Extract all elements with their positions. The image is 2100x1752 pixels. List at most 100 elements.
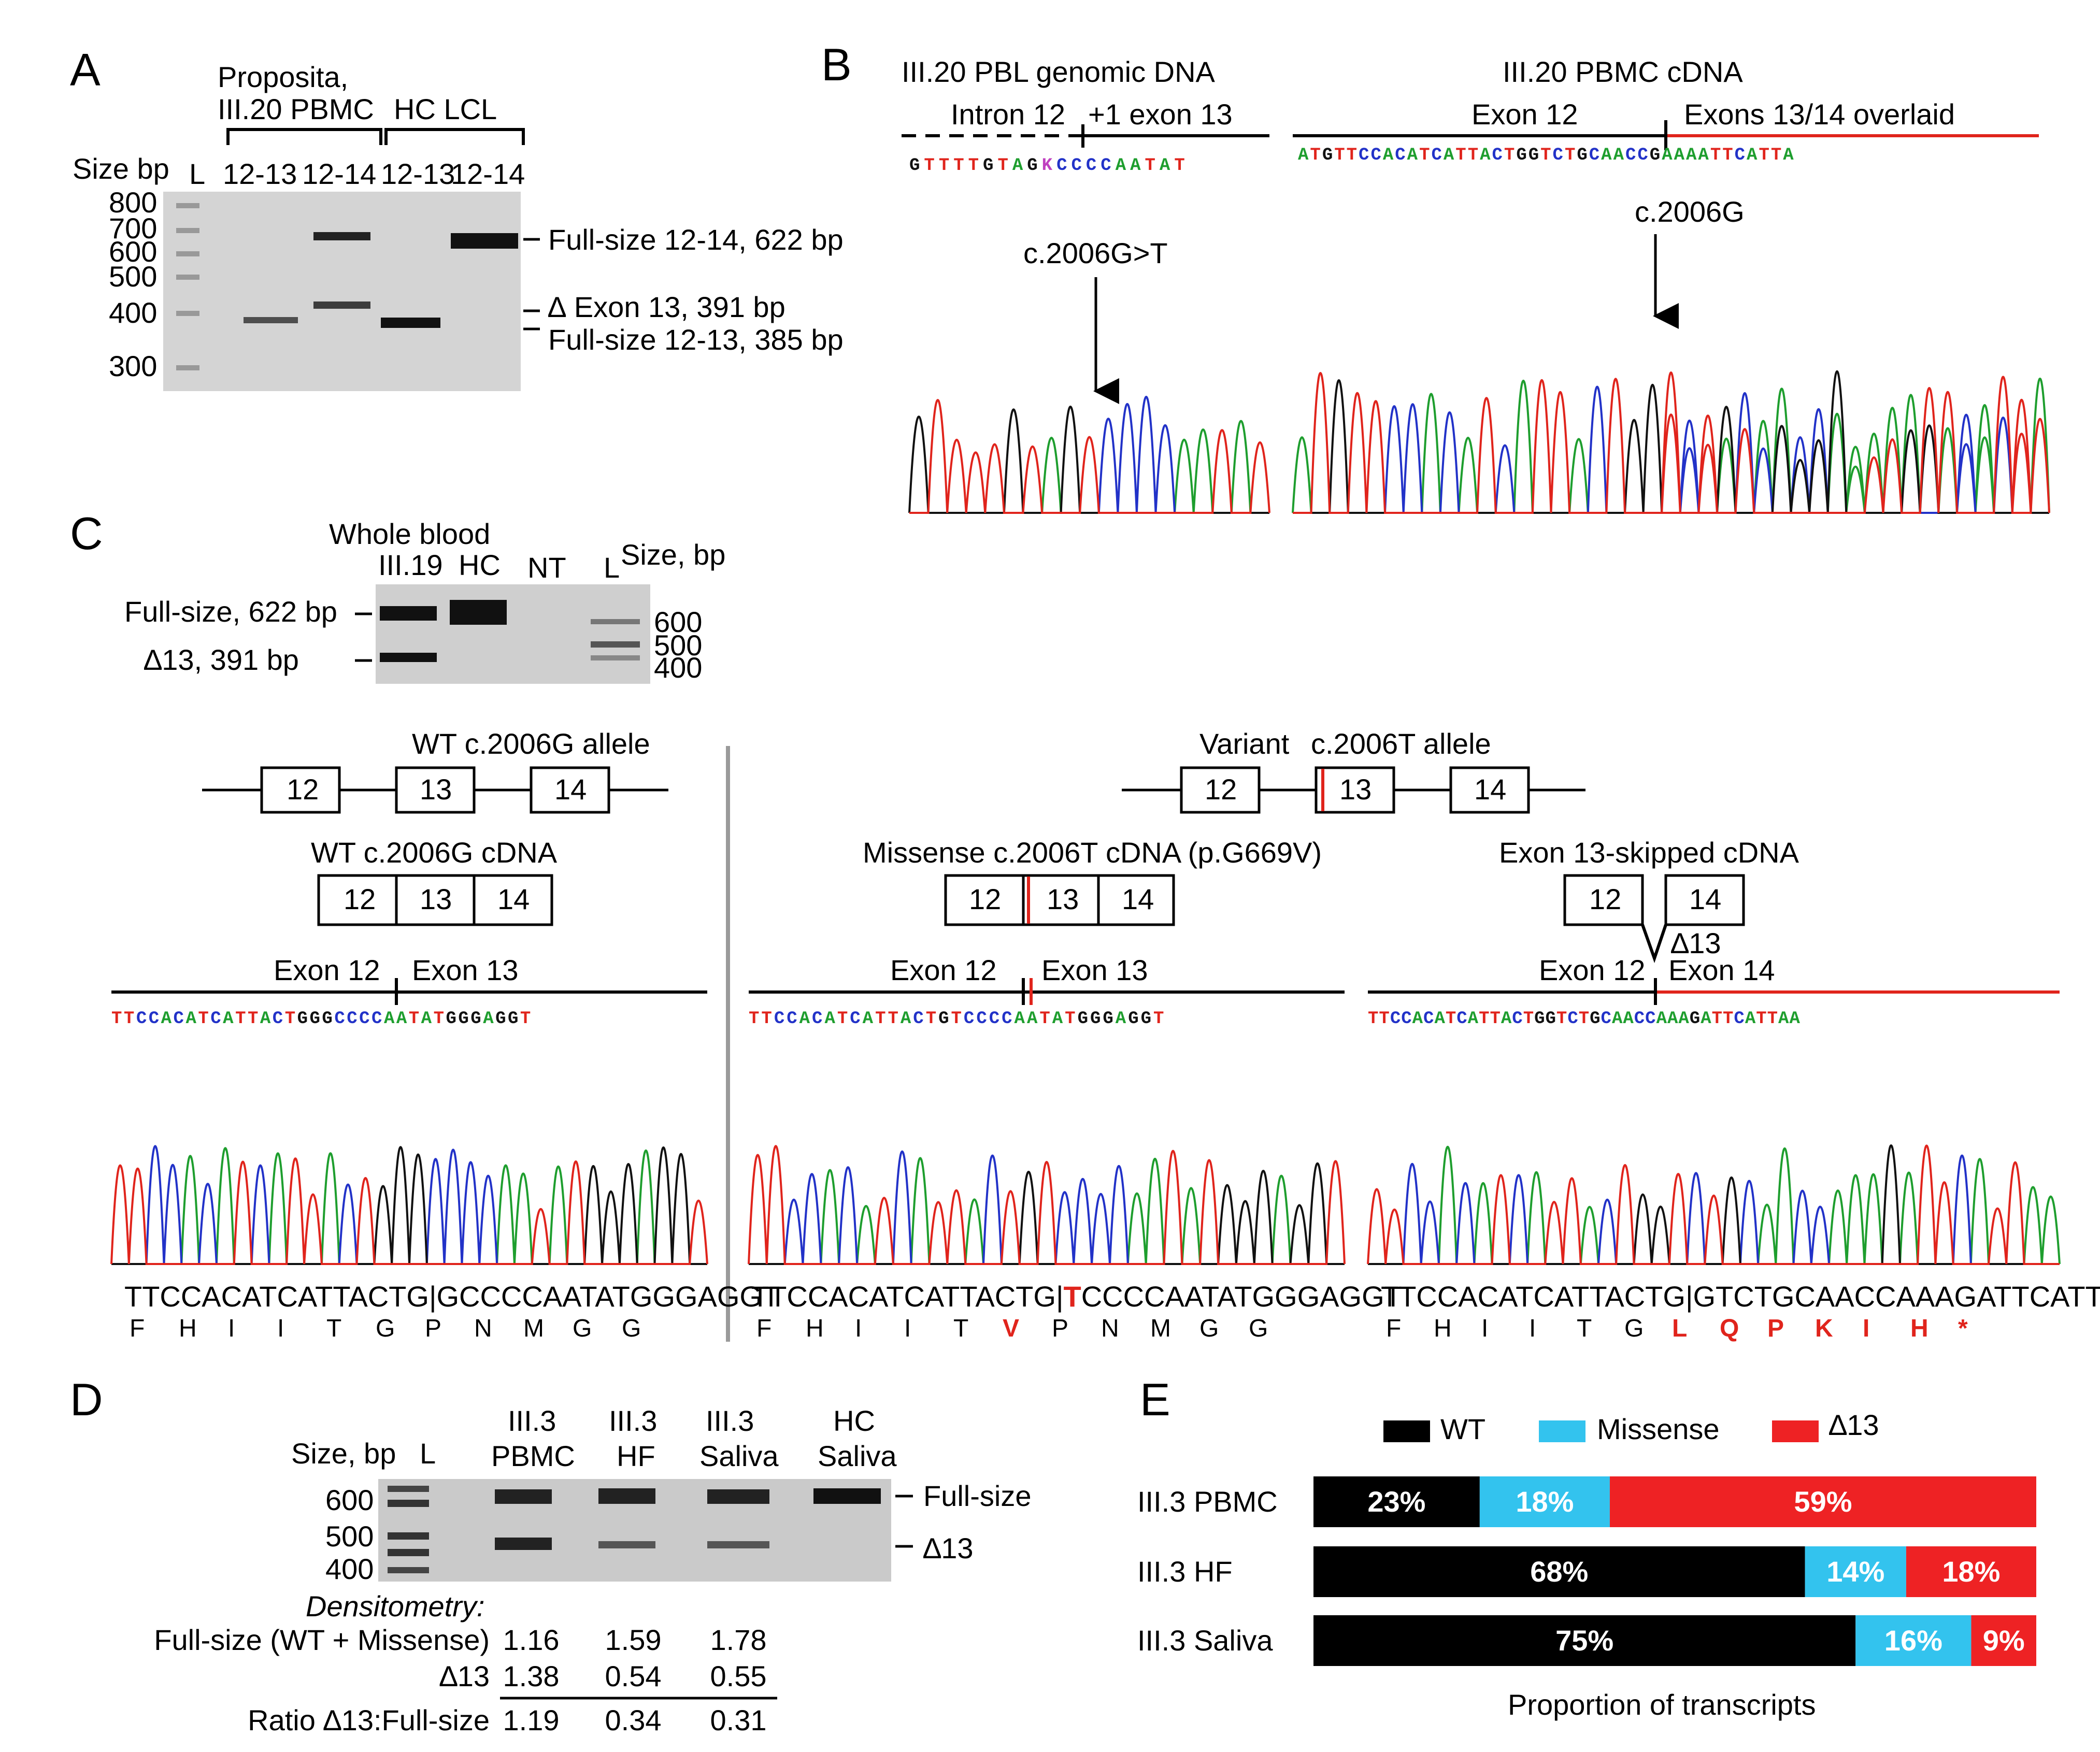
c3-exon12: Exon 12 [1539, 954, 1646, 986]
bracket-proposita [226, 128, 382, 145]
svg-text:12: 12 [1589, 883, 1621, 915]
base-call: T [953, 156, 968, 176]
panel-e: E WT Missense ∆13 III.3 PBMC 23% 18% 59%III… [1137, 1374, 2036, 1721]
lane-4: 12-14 [451, 157, 525, 190]
base-call: A [223, 1009, 235, 1029]
chromatogram-wt [110, 1145, 708, 1265]
group1b-label: III.20 PBMC [218, 93, 374, 125]
panel-letter-e: E [1140, 1374, 1170, 1425]
base-call: T [124, 1009, 136, 1029]
base-call: T [1710, 146, 1722, 165]
amino-acid: L [1672, 1315, 1687, 1342]
title-genomic: III.20 PBL genomic DNA [902, 55, 1216, 88]
base-call: T [749, 1009, 761, 1029]
base-call: A [185, 1009, 198, 1029]
c3-seq: TTCCACATCATTACTGGTCTGCAACCAAAGATTCATTAA [1368, 1009, 1801, 1029]
ladder-label: L [189, 157, 205, 190]
lane-d4a: HC [833, 1404, 875, 1437]
base-call: C [1431, 146, 1443, 165]
panel-c: C Whole blood III.19 HC NT L Size, bp Fu… [70, 508, 2100, 1342]
svg-text:13: 13 [1047, 883, 1079, 915]
annot-full-1214: Full-size 12-14, 622 bp [548, 223, 844, 256]
base-call: C [774, 1009, 787, 1029]
base-call: C [1359, 146, 1370, 165]
base-call: G [1322, 146, 1334, 165]
base-call: A [421, 1009, 434, 1029]
base-call: A [1601, 146, 1613, 165]
bar-value-label: 16% [1884, 1624, 1942, 1657]
amino-acid: H [806, 1315, 824, 1342]
base-call: A [1116, 1009, 1128, 1029]
base-call: T [1174, 156, 1189, 176]
base-call: G [1577, 146, 1589, 165]
base-call: G [1650, 146, 1662, 165]
base-call: T [1479, 1009, 1490, 1029]
trace-T [748, 1145, 1346, 1265]
base-call: T [1468, 146, 1480, 165]
trace-A [111, 1147, 707, 1265]
bar-value-label: 68% [1530, 1555, 1588, 1588]
svg-text:1.16: 1.16 [503, 1624, 560, 1656]
region-exon13: +1 exon 13 [1088, 98, 1233, 131]
base-call: C [1456, 1009, 1467, 1029]
amino-acid: G [573, 1315, 592, 1342]
c3-nt: TTCCACATCATTACTG|GTCTGCAACCAAAGATTCATTAA [1381, 1280, 2100, 1313]
amino-acid: M [1150, 1315, 1171, 1342]
bar-segment-Missense [1479, 1476, 1610, 1527]
base-call: T [520, 1009, 533, 1029]
base-call: C [1553, 146, 1565, 165]
base-call: A [1434, 1009, 1445, 1029]
base-call: C [913, 1009, 925, 1029]
base-call: T [1771, 146, 1783, 165]
base-call: A [1052, 1009, 1065, 1029]
size-header: Size bp [73, 152, 169, 185]
base-call: G [508, 1009, 520, 1029]
base-call: C [334, 1009, 347, 1029]
base-call: C [1634, 1009, 1645, 1029]
lane-d1a: III.3 [508, 1404, 556, 1437]
base-call: C [1567, 1009, 1578, 1029]
trace-G [1293, 370, 2049, 514]
base-call: K [1042, 156, 1056, 176]
base-call: C [1002, 1009, 1014, 1029]
amino-acid: H [1910, 1315, 1928, 1342]
base-call: T [924, 156, 938, 176]
svg-text:14: 14 [1689, 883, 1721, 915]
base-call: C [976, 1009, 989, 1029]
panel-d: D Size, bp L III.3 PBMC III.3 HF III.3 S… [70, 1374, 1031, 1736]
base-call: A [396, 1009, 409, 1029]
base-call: A [1412, 1009, 1423, 1029]
trace-C [1368, 1154, 2060, 1265]
base-call: C [1645, 1009, 1656, 1029]
wt-allele-exons: 12 13 14 [260, 766, 610, 814]
base-call: A [1012, 156, 1027, 176]
base-call: C [1601, 1009, 1612, 1029]
amino-acid: I [1863, 1315, 1869, 1342]
base-call: G [1141, 1009, 1153, 1029]
svg-text:0.31: 0.31 [710, 1704, 767, 1736]
variant-allele-exons: 12 13 14 [1180, 766, 1530, 814]
amino-acid: N [1101, 1315, 1119, 1342]
size-300: 300 [109, 350, 157, 382]
base-call: T [248, 1009, 260, 1029]
chromatogram-missense [748, 1145, 1346, 1265]
lane-d2b: HF [617, 1440, 655, 1472]
base-call: C [1492, 146, 1504, 165]
amino-acid: G [622, 1315, 641, 1342]
base-call: T [1565, 146, 1577, 165]
base-call: A [1130, 156, 1145, 176]
c1-nt: TTCCACATCATTACTG|GCCCCAATATGGGAGGT [124, 1280, 780, 1313]
panel-letter-c: C [70, 508, 103, 559]
skip-cdna-exons: 12 14 ∆13 [1563, 874, 1745, 964]
base-call: G [1690, 1009, 1701, 1029]
base-call: G [1128, 1009, 1140, 1029]
amino-acid: * [1958, 1315, 1968, 1342]
amino-acid: T [1577, 1315, 1592, 1342]
base-call: G [1546, 1009, 1556, 1029]
legend-del: ∆13 [1829, 1409, 1879, 1441]
svg-text:14: 14 [497, 883, 530, 915]
mut-label-genomic: c.2006G>T [1023, 237, 1168, 269]
group2-label: HC LCL [394, 93, 497, 125]
base-call: T [1540, 146, 1552, 165]
